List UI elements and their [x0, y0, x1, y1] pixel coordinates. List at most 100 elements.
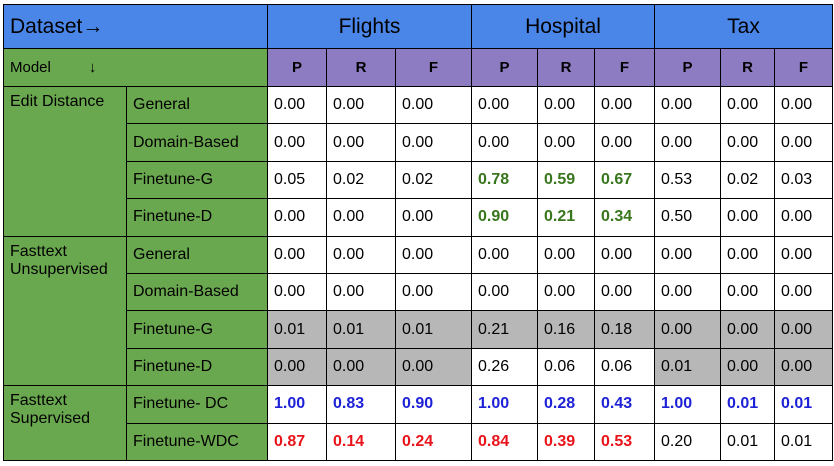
metric-value-cell: 0.00 — [720, 347, 775, 387]
metric-value-cell: 0.00 — [395, 198, 472, 237]
metric-value-cell: 0.26 — [471, 347, 538, 387]
metric-header: P — [267, 48, 327, 87]
metric-value-cell: 0.02 — [720, 160, 775, 200]
variant-label: Finetune-D — [126, 198, 268, 237]
table-row: Fasttext Unsupervised General 0.00 0.00 0.00… — [3, 235, 833, 387]
table-row: Finetune-G 0.01 0.01 0.01 0.21 0.16 0.18 0.00 0.… — [4, 310, 833, 349]
metric-value-cell: 0.00 — [774, 235, 833, 274]
metric-value-cell: 0.00 — [471, 272, 538, 312]
metric-value-cell: 0.00 — [720, 310, 775, 349]
metric-value-cell: 0.00 — [537, 272, 595, 312]
metric-value-cell: 0.59 — [537, 160, 595, 200]
metric-value-cell: 0.16 — [537, 310, 595, 349]
table-row: Finetune-D 0.00 0.00 0.00 0.90 0.21 0.34 0.50 0.… — [4, 198, 833, 237]
metric-value-cell: 0.00 — [654, 123, 721, 162]
metric-value-cell: 0.00 — [720, 123, 775, 162]
metric-value-cell: 0.67 — [594, 160, 655, 200]
metric-value-cell: 0.87 — [267, 422, 327, 461]
dataset-header-row: Dataset→ Flights Hospital Tax — [3, 4, 833, 49]
metric-value-cell: 0.00 — [720, 198, 775, 237]
variant-label: General — [126, 235, 268, 274]
metric-value-cell: 0.00 — [774, 347, 833, 387]
metric-value-cell: 0.01 — [774, 385, 833, 424]
metric-value-cell: 0.00 — [720, 85, 775, 125]
metric-value-cell: 0.00 — [267, 85, 327, 125]
metric-value-cell: 0.00 — [326, 347, 396, 387]
variant-label: Finetune-D — [126, 347, 268, 387]
table-row: Fasttext Supervised Finetune- DC 1.00 0.83 0… — [3, 385, 833, 461]
metric-value-cell: 0.00 — [395, 235, 472, 274]
variant-label: General — [126, 85, 268, 125]
variant-label: Finetune-G — [126, 160, 268, 200]
metric-value-cell: 0.00 — [720, 235, 775, 274]
metric-value-cell: 0.20 — [654, 422, 721, 461]
dataset-flights-header: Flights — [267, 4, 472, 49]
metric-header: F — [594, 48, 655, 87]
metric-value-cell: 0.00 — [654, 235, 721, 274]
metric-value-cell: 0.00 — [471, 85, 538, 125]
metric-value-cell: 1.00 — [471, 385, 538, 424]
variant-label: Finetune- DC — [126, 385, 268, 424]
model-group-label: Edit Distance — [3, 86, 127, 237]
metric-header: R — [537, 48, 595, 87]
metric-value-cell: 0.14 — [326, 422, 396, 461]
metric-value-cell: 0.34 — [594, 198, 655, 237]
table-row: Finetune-WDC 0.87 0.14 0.24 0.84 0.39 0.53 0.20… — [4, 422, 833, 461]
metric-value-cell: 0.01 — [720, 385, 775, 424]
metric-value-cell: 0.00 — [267, 123, 327, 162]
model-group-label: Fasttext Unsupervised — [3, 235, 127, 387]
metric-value-cell: 0.01 — [326, 310, 396, 349]
model-corner-label: Model ↓ — [3, 48, 268, 87]
metric-value-cell: 1.00 — [654, 385, 721, 424]
metric-value-cell: 0.53 — [654, 160, 721, 200]
metric-value-cell: 0.00 — [537, 85, 595, 125]
metric-value-cell: 0.00 — [267, 235, 327, 274]
metric-value-cell: 0.00 — [654, 272, 721, 312]
metric-value-cell: 0.00 — [267, 198, 327, 237]
metric-header: P — [471, 48, 538, 87]
metric-value-cell: 0.00 — [654, 310, 721, 349]
metric-value-cell: 0.50 — [654, 198, 721, 237]
metric-value-cell: 0.00 — [326, 272, 396, 312]
metric-value-cell: 0.01 — [395, 310, 472, 349]
metric-header: P — [654, 48, 721, 87]
down-arrow-icon: ↓ — [88, 59, 97, 76]
metric-value-cell: 0.21 — [537, 198, 595, 237]
metric-header-row: Model ↓ P R F P R F P R F — [3, 48, 833, 87]
metric-header: R — [720, 48, 775, 87]
metric-value-cell: 0.00 — [471, 123, 538, 162]
metric-value-cell: 0.01 — [774, 422, 833, 461]
metric-value-cell: 0.21 — [471, 310, 538, 349]
metric-value-cell: 0.02 — [395, 160, 472, 200]
metric-value-cell: 0.43 — [594, 385, 655, 424]
metric-value-cell: 0.00 — [395, 85, 472, 125]
metric-value-cell: 0.28 — [537, 385, 595, 424]
metric-value-cell: 0.00 — [774, 272, 833, 312]
dataset-hospital-header: Hospital — [471, 4, 655, 49]
metric-value-cell: 0.01 — [267, 310, 327, 349]
model-group-label: Fasttext Supervised — [3, 385, 127, 461]
metric-value-cell: 0.00 — [471, 235, 538, 274]
metric-header: F — [395, 48, 472, 87]
table-row: Finetune-G 0.05 0.02 0.02 0.78 0.59 0.67 0.53 0.… — [4, 160, 833, 200]
metric-value-cell: 0.05 — [267, 160, 327, 200]
table-row: Domain-Based 0.00 0.00 0.00 0.00 0.00 0.00 0.00… — [4, 123, 833, 162]
table-row: Finetune-D 0.00 0.00 0.00 0.26 0.06 0.06 0.01 0.… — [4, 347, 833, 387]
metric-value-cell: 0.00 — [720, 272, 775, 312]
metric-value-cell: 0.00 — [395, 272, 472, 312]
dataset-tax-header: Tax — [654, 4, 833, 49]
metric-value-cell: 0.01 — [654, 347, 721, 387]
variant-label: Domain-Based — [126, 123, 268, 162]
metric-value-cell: 0.00 — [267, 347, 327, 387]
metric-value-cell: 0.00 — [395, 347, 472, 387]
metric-value-cell: 0.00 — [537, 235, 595, 274]
model-label: Model — [10, 59, 51, 76]
metric-value-cell: 0.00 — [395, 123, 472, 162]
metric-value-cell: 0.00 — [326, 235, 396, 274]
metric-value-cell: 0.02 — [326, 160, 396, 200]
metric-value-cell: 0.00 — [537, 123, 595, 162]
metric-value-cell: 1.00 — [267, 385, 327, 424]
metric-value-cell: 0.53 — [594, 422, 655, 461]
metric-value-cell: 0.00 — [654, 85, 721, 125]
metric-value-cell: 0.00 — [774, 123, 833, 162]
